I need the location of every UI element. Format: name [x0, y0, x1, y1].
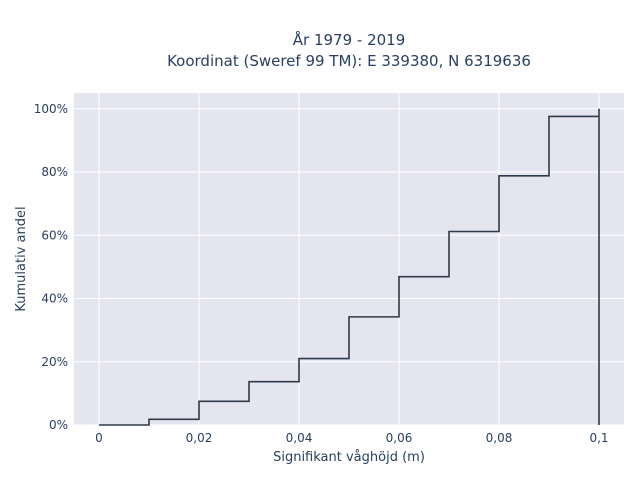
y-axis-label: Kumulativ andel: [14, 206, 29, 311]
y-tick-label: 40%: [41, 292, 68, 306]
tick-layer: 0 0,02 0,04 0,06 0,08 0,1 0% 20% 40% 60% 80% 100%: [34, 102, 609, 445]
chart-title-line2: Koordinat (Sweref 99 TM): E 339380, N 63…: [167, 52, 531, 70]
x-tick-label: 0,08: [486, 431, 513, 445]
chart-title-line1: År 1979 - 2019: [293, 30, 406, 49]
x-tick-label: 0,1: [589, 431, 608, 445]
x-tick-label: 0,02: [186, 431, 213, 445]
series-layer: [98, 108, 600, 426]
plot-area: [74, 93, 624, 425]
y-tick-label: 0%: [49, 418, 68, 432]
y-tick-label: 100%: [34, 102, 68, 116]
y-tick-label: 60%: [41, 228, 68, 242]
y-tick-label: 80%: [41, 165, 68, 179]
x-tick-label: 0,06: [386, 431, 413, 445]
x-tick-label: 0,04: [286, 431, 313, 445]
x-axis-label: Signifikant våghöjd (m): [273, 450, 425, 465]
y-tick-label: 20%: [41, 355, 68, 369]
x-tick-label: 0: [95, 431, 103, 445]
